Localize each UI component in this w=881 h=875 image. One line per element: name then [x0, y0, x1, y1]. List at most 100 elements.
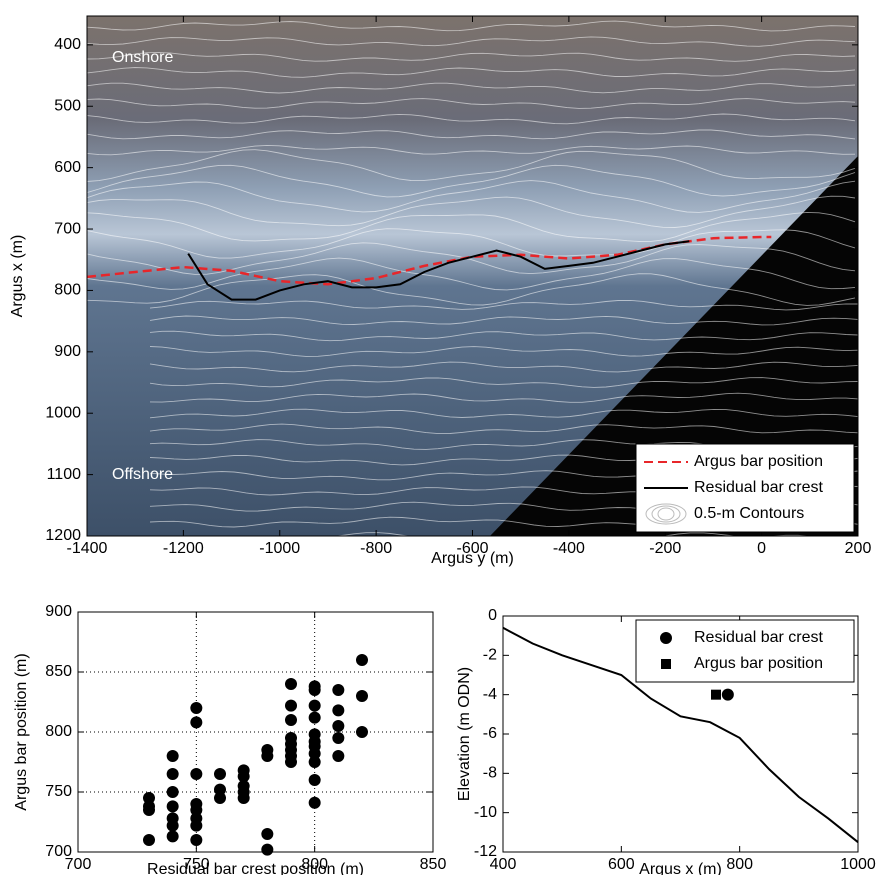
contour-line	[87, 20, 856, 32]
y-tick-label: 1100	[47, 466, 82, 483]
scatter-point	[308, 774, 321, 786]
scatter-point	[190, 716, 203, 729]
y-tick-label: 750	[45, 783, 72, 800]
scatter-point	[308, 747, 321, 760]
contour-line	[149, 392, 858, 403]
contour-line	[149, 408, 858, 419]
y-tick-label: 0	[488, 607, 497, 624]
scatter-point	[285, 699, 297, 712]
scatter-point	[190, 768, 203, 780]
contour-line	[87, 180, 856, 213]
legend-label: 0.5-m Contours	[694, 505, 804, 522]
y-tick-label: -10	[474, 804, 497, 821]
scatter-point	[308, 796, 321, 809]
scatter-point	[143, 792, 155, 804]
scatter-point	[190, 804, 203, 816]
scatter-point	[308, 684, 321, 696]
scatter-point	[356, 654, 368, 666]
legend-contour-icon	[645, 503, 687, 525]
scatter-point	[308, 756, 321, 768]
axes-frame	[77, 611, 434, 853]
scatter-point	[356, 726, 368, 738]
y-tick-label: -6	[483, 725, 497, 742]
x-tick-label: -400	[553, 540, 585, 557]
x-tick-label: -200	[649, 540, 681, 557]
contours	[87, 20, 858, 536]
scatter-point	[237, 770, 250, 783]
annotation: Offshore	[112, 466, 173, 483]
contour-line	[87, 257, 856, 291]
scatter-point	[237, 792, 250, 804]
contour-line	[149, 315, 858, 326]
legend-contour-icon	[651, 505, 681, 523]
scatter-point	[332, 720, 345, 732]
x-tick-label: -1400	[67, 540, 108, 557]
scatter-point	[332, 684, 345, 696]
scatter-point	[166, 768, 179, 780]
y-tick-label: -8	[483, 765, 497, 782]
x-tick-label: 400	[490, 856, 517, 873]
scatter-point	[332, 732, 345, 744]
scatter-point	[285, 678, 297, 690]
x-tick-label: 1000	[840, 856, 876, 873]
y-tick-label: 400	[54, 36, 81, 53]
y-axis-label: Argus bar position (m)	[13, 653, 30, 810]
photo-background	[87, 16, 858, 536]
y-tick-label: -4	[483, 686, 497, 703]
scatter-point	[261, 750, 274, 762]
series-line	[502, 626, 859, 843]
x-tick-label: 0	[757, 540, 766, 557]
y-tick-label: 700	[45, 843, 72, 860]
scatter-point	[190, 702, 203, 714]
legend-label: Argus bar position	[694, 453, 823, 470]
scatter-point	[332, 704, 345, 717]
y-tick-label: 900	[54, 343, 81, 360]
contour-line	[149, 377, 858, 388]
x-tick-label: -800	[360, 540, 392, 557]
y-tick-label: 800	[54, 282, 81, 299]
scatter-point	[143, 834, 155, 846]
contour-line	[87, 149, 856, 182]
x-tick-label: 800	[726, 856, 753, 873]
legend-label: Residual bar crest	[694, 479, 824, 496]
scatter-point	[214, 768, 226, 780]
y-axis-label: Elevation (m ODN)	[456, 667, 473, 801]
contour-line	[87, 98, 856, 109]
y-tick-label: 1200	[45, 527, 81, 544]
x-axis-label: Residual bar crest position (m)	[147, 861, 364, 875]
series-line	[86, 235, 772, 286]
y-axis-label: Argus x (m)	[9, 235, 26, 318]
scatter-point	[332, 750, 345, 762]
contour-line	[87, 242, 856, 275]
x-axis-label: Argus y (m)	[431, 550, 514, 567]
scatter-point	[190, 834, 203, 846]
contour-line	[87, 129, 856, 140]
contour-line	[87, 164, 856, 198]
scatter-point	[261, 843, 274, 856]
contour-line	[87, 36, 856, 47]
scatter-point	[214, 792, 226, 804]
y-tick-label: 900	[45, 603, 72, 620]
y-tick-label: 800	[45, 723, 72, 740]
y-tick-label: 700	[54, 220, 81, 237]
contour-line	[87, 144, 856, 156]
scatter-point	[166, 786, 179, 798]
x-tick-label: 800	[301, 856, 328, 873]
x-tick-label: -600	[456, 540, 488, 557]
x-tick-label: -1000	[259, 540, 300, 557]
legend-contour-icon	[657, 507, 675, 521]
y-tick-label: -12	[474, 843, 497, 860]
scatter-point	[285, 756, 297, 768]
x-tick-label: 200	[845, 540, 872, 557]
scatter-point	[308, 699, 321, 712]
y-tick-label: 500	[54, 97, 81, 114]
scatter-point	[356, 690, 368, 702]
scatter-point	[285, 714, 297, 726]
contour-line	[87, 211, 856, 242]
scatter-point	[166, 819, 179, 832]
contour-line	[149, 299, 858, 311]
x-tick-label: 850	[420, 856, 447, 873]
scatter-point	[166, 800, 179, 813]
annotation: Onshore	[112, 49, 173, 66]
